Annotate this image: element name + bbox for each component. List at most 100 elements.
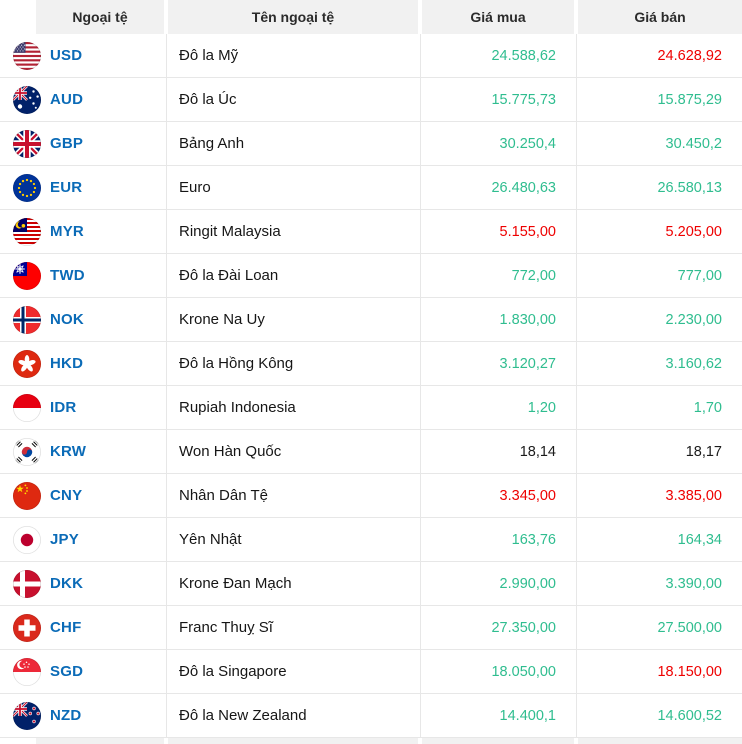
currency-code[interactable]: CHF — [50, 619, 82, 636]
next-header-currency: Ngoại tệ — [36, 738, 164, 744]
currency-code[interactable]: SGD — [50, 663, 84, 680]
currency-cell: IDR — [0, 386, 166, 429]
currency-code[interactable]: NOK — [50, 311, 84, 328]
currency-name: Euro — [166, 166, 420, 209]
next-table-header: Ngoại tệ Tên ngoại tệ Giá mua Giá bán — [0, 738, 742, 744]
sell-price: 777,00 — [576, 254, 742, 297]
currency-code[interactable]: TWD — [50, 267, 85, 284]
currency-code[interactable]: CNY — [50, 487, 83, 504]
nok-flag-icon — [13, 305, 41, 334]
currency-cell: KRW — [0, 430, 166, 473]
buy-price: 5.155,00 — [420, 210, 576, 253]
hkd-flag-icon — [13, 349, 41, 378]
table-row: HKD Đô la Hồng Kông 3.120,27 3.160,62 — [0, 342, 742, 386]
header-buy-price: Giá mua — [422, 0, 574, 34]
currency-code[interactable]: DKK — [50, 575, 84, 592]
currency-cell: TWD — [0, 254, 166, 297]
currency-cell: CNY — [0, 474, 166, 517]
usd-flag-icon — [13, 41, 41, 70]
myr-flag-icon — [13, 217, 41, 246]
table-row: JPY Yên Nhật 163,76 164,34 — [0, 518, 742, 562]
jpy-flag-icon — [13, 525, 41, 554]
currency-code[interactable]: HKD — [50, 355, 84, 372]
table-row: EUR Euro 26.480,63 26.580,13 — [0, 166, 742, 210]
currency-cell: EUR — [0, 166, 166, 209]
currency-name: Đô la Mỹ — [166, 34, 420, 77]
buy-price: 30.250,4 — [420, 122, 576, 165]
currency-name: Đô la New Zealand — [166, 694, 420, 737]
currency-name: Franc Thuỵ Sĩ — [166, 606, 420, 649]
buy-price: 27.350,00 — [420, 606, 576, 649]
sell-price: 30.450,2 — [576, 122, 742, 165]
table-row: MYR Ringit Malaysia 5.155,00 5.205,00 — [0, 210, 742, 254]
buy-price: 3.345,00 — [420, 474, 576, 517]
currency-name: Nhân Dân Tệ — [166, 474, 420, 517]
currency-cell: NOK — [0, 298, 166, 341]
chf-flag-icon — [13, 613, 41, 642]
sell-price: 3.385,00 — [576, 474, 742, 517]
currency-cell: CHF — [0, 606, 166, 649]
header-sell-price: Giá bán — [578, 0, 742, 34]
buy-price: 18.050,00 — [420, 650, 576, 693]
table-row: KRW Won Hàn Quốc 18,14 18,17 — [0, 430, 742, 474]
sell-price: 5.205,00 — [576, 210, 742, 253]
buy-price: 15.775,73 — [420, 78, 576, 121]
currency-code[interactable]: MYR — [50, 223, 84, 240]
table-header: Ngoại tệ Tên ngoại tệ Giá mua Giá bán — [0, 0, 742, 34]
currency-cell: GBP — [0, 122, 166, 165]
sell-price: 26.580,13 — [576, 166, 742, 209]
currency-name: Rupiah Indonesia — [166, 386, 420, 429]
krw-flag-icon — [13, 437, 41, 466]
gbp-flag-icon — [13, 129, 41, 158]
rates-table-body: USD Đô la Mỹ 24.588,62 24.628,92 AUD Đô … — [0, 34, 742, 738]
currency-cell: MYR — [0, 210, 166, 253]
cny-flag-icon — [13, 481, 41, 510]
currency-cell: NZD — [0, 694, 166, 737]
currency-code[interactable]: NZD — [50, 707, 82, 724]
sell-price: 18,17 — [576, 430, 742, 473]
currency-code[interactable]: EUR — [50, 179, 83, 196]
sell-price: 2.230,00 — [576, 298, 742, 341]
currency-code[interactable]: USD — [50, 47, 83, 64]
nzd-flag-icon — [13, 701, 41, 730]
currency-cell: DKK — [0, 562, 166, 605]
currency-cell: JPY — [0, 518, 166, 561]
table-row: CNY Nhân Dân Tệ 3.345,00 3.385,00 — [0, 474, 742, 518]
currency-name: Ringit Malaysia — [166, 210, 420, 253]
currency-code[interactable]: IDR — [50, 399, 77, 416]
buy-price: 26.480,63 — [420, 166, 576, 209]
currency-cell: SGD — [0, 650, 166, 693]
header-currency: Ngoại tệ — [36, 0, 164, 34]
currency-name: Đô la Hồng Kông — [166, 342, 420, 385]
currency-code[interactable]: AUD — [50, 91, 84, 108]
currency-name: Đô la Đài Loan — [166, 254, 420, 297]
table-row: NOK Krone Na Uy 1.830,00 2.230,00 — [0, 298, 742, 342]
currency-name: Yên Nhật — [166, 518, 420, 561]
sgd-flag-icon — [13, 657, 41, 686]
table-row: USD Đô la Mỹ 24.588,62 24.628,92 — [0, 34, 742, 78]
sell-price: 3.390,00 — [576, 562, 742, 605]
twd-flag-icon — [13, 261, 41, 290]
table-row: GBP Bảng Anh 30.250,4 30.450,2 — [0, 122, 742, 166]
dkk-flag-icon — [13, 569, 41, 598]
buy-price: 18,14 — [420, 430, 576, 473]
sell-price: 3.160,62 — [576, 342, 742, 385]
idr-flag-icon — [13, 393, 41, 422]
currency-code[interactable]: KRW — [50, 443, 87, 460]
sell-price: 18.150,00 — [576, 650, 742, 693]
next-header-buy-price: Giá mua — [422, 738, 574, 744]
table-row: NZD Đô la New Zealand 14.400,1 14.600,52 — [0, 694, 742, 738]
buy-price: 3.120,27 — [420, 342, 576, 385]
currency-name: Đô la Úc — [166, 78, 420, 121]
table-row: IDR Rupiah Indonesia 1,20 1,70 — [0, 386, 742, 430]
buy-price: 14.400,1 — [420, 694, 576, 737]
buy-price: 163,76 — [420, 518, 576, 561]
currency-name: Won Hàn Quốc — [166, 430, 420, 473]
sell-price: 164,34 — [576, 518, 742, 561]
currency-code[interactable]: JPY — [50, 531, 79, 548]
sell-price: 24.628,92 — [576, 34, 742, 77]
header-currency-name: Tên ngoại tệ — [168, 0, 418, 34]
sell-price: 14.600,52 — [576, 694, 742, 737]
currency-code[interactable]: GBP — [50, 135, 84, 152]
